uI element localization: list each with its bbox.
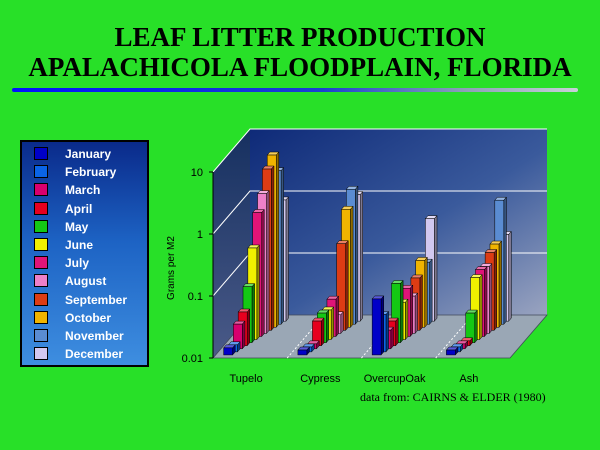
bar-side-face bbox=[503, 196, 507, 325]
chart-title: LEAF LITTER PRODUCTION APALACHICOLA FLOO… bbox=[0, 22, 600, 82]
bar-side-face bbox=[335, 295, 339, 338]
legend-swatch bbox=[34, 347, 48, 361]
x-tick-label: Ash bbox=[459, 373, 478, 385]
bar-side-face bbox=[474, 309, 478, 344]
bar-side-face bbox=[326, 309, 330, 344]
gridline bbox=[212, 190, 547, 235]
bar-side-face bbox=[380, 295, 384, 356]
bar-side-face bbox=[385, 310, 389, 353]
legend-swatch bbox=[34, 183, 48, 197]
y-tick-label: 10 bbox=[191, 167, 203, 179]
bar bbox=[297, 349, 308, 356]
legend-swatch bbox=[34, 201, 48, 215]
legend-label: October bbox=[65, 310, 112, 325]
bar-side-face bbox=[414, 292, 418, 335]
bar-side-face bbox=[419, 274, 423, 332]
title-line-2: APALACHICOLA FLOODPLAIN, FLORIDA bbox=[28, 52, 572, 82]
legend-label: February bbox=[65, 165, 117, 180]
title-rule bbox=[12, 88, 578, 92]
bar-side-face bbox=[271, 165, 275, 332]
bar-side-face bbox=[489, 262, 493, 335]
legend-label: January bbox=[65, 147, 112, 161]
bar-side-face bbox=[359, 190, 364, 322]
bar-side-face bbox=[261, 208, 265, 338]
bar-side-face bbox=[484, 265, 488, 338]
bar-side-face bbox=[280, 166, 284, 325]
y-tick-label: 0.1 bbox=[188, 291, 203, 303]
bar-side-face bbox=[493, 248, 497, 332]
legend-swatch bbox=[34, 292, 48, 306]
legend-swatch bbox=[34, 165, 48, 179]
title-line-1: LEAF LITTER PRODUCTION bbox=[114, 22, 486, 52]
floor-divider bbox=[435, 314, 474, 359]
legend-label: November bbox=[65, 329, 124, 343]
legend-swatch bbox=[34, 238, 48, 251]
bar-side-face bbox=[345, 240, 349, 332]
bar-side-face bbox=[350, 205, 354, 328]
bar bbox=[371, 298, 382, 356]
y-tick-label: 0.01 bbox=[182, 353, 203, 365]
bar-side-face bbox=[355, 185, 359, 325]
bar-side-face bbox=[395, 317, 399, 347]
x-tick-label: Tupelo bbox=[230, 373, 263, 385]
bar-side-face bbox=[340, 311, 344, 335]
bar-side-face bbox=[424, 256, 428, 328]
legend-label: June bbox=[65, 238, 94, 252]
bar-side-face bbox=[429, 258, 433, 325]
bar-side-face bbox=[251, 282, 255, 344]
bar-side-face bbox=[246, 308, 251, 347]
legend-swatch bbox=[34, 274, 48, 288]
left-wall bbox=[213, 129, 250, 358]
y-axis-title: Grams per M2 bbox=[166, 236, 177, 300]
source-note: data from: CAIRNS & ELDER (1980) bbox=[360, 390, 546, 404]
bar-side-face bbox=[242, 320, 246, 350]
x-tick-label: OvercupOak bbox=[364, 373, 426, 385]
bar-side-face bbox=[266, 189, 270, 335]
legend-label: August bbox=[65, 274, 107, 289]
legend-swatch bbox=[34, 256, 48, 270]
legend-swatch bbox=[34, 219, 48, 233]
legend-label: December bbox=[65, 347, 124, 362]
bar-side-face bbox=[256, 244, 260, 341]
gridline bbox=[212, 128, 547, 173]
bar-side-face bbox=[405, 298, 409, 341]
bar-side-face bbox=[285, 196, 289, 322]
bar-side-face bbox=[400, 279, 404, 344]
legend-swatch bbox=[34, 329, 48, 342]
legend-label: May bbox=[65, 219, 89, 234]
legend-swatch bbox=[34, 147, 48, 160]
legend-label: March bbox=[65, 183, 101, 198]
x-tick-label: Cypress bbox=[300, 373, 341, 385]
bar bbox=[446, 349, 456, 356]
legend-label: April bbox=[65, 201, 93, 216]
bar-side-face bbox=[330, 306, 334, 341]
legend: January February March April May June July Augu… bbox=[20, 140, 149, 367]
bar-side-face bbox=[275, 151, 280, 328]
y-tick-label: 1 bbox=[197, 229, 203, 241]
bar-side-face bbox=[434, 214, 438, 322]
back-wall bbox=[250, 129, 547, 315]
bar-side-face bbox=[498, 240, 502, 328]
bar-side-face bbox=[508, 230, 512, 322]
floor-divider bbox=[286, 314, 325, 359]
legend-swatch bbox=[34, 310, 48, 324]
legend-label: July bbox=[65, 256, 90, 271]
legend-label: September bbox=[65, 292, 128, 307]
bar-side-face bbox=[479, 273, 483, 341]
bar bbox=[223, 347, 233, 356]
bar-side-face bbox=[390, 326, 394, 350]
bar-side-face bbox=[409, 284, 414, 338]
bar-side-face bbox=[321, 317, 325, 347]
